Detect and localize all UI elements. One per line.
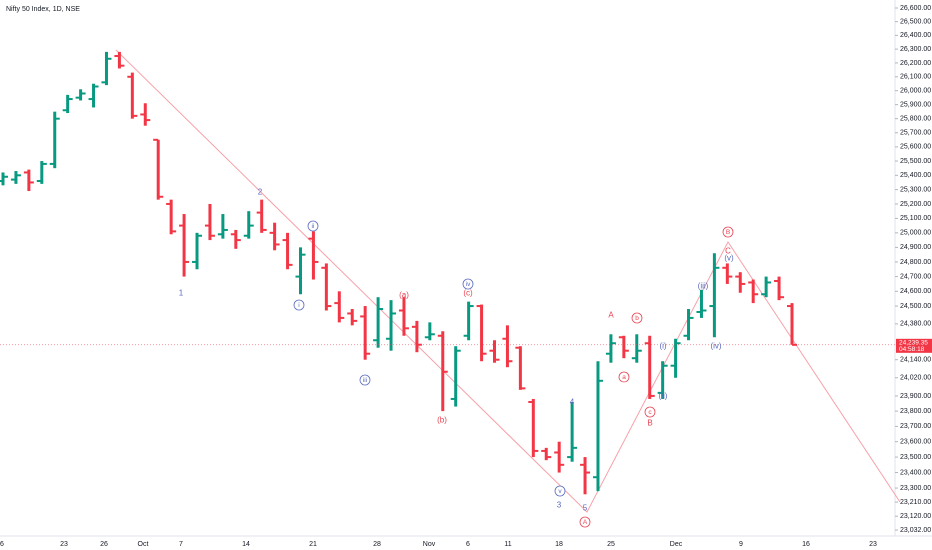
y-tick-label: 23,032.00 <box>900 527 931 534</box>
x-tick-label: 16 <box>802 541 810 548</box>
x-tick-label: 28 <box>373 541 381 548</box>
x-tick-label: 21 <box>309 541 317 548</box>
y-tick-label: 23,900.00 <box>900 393 931 400</box>
y-tick-label: 25,400.00 <box>900 172 931 179</box>
annotation-circle <box>644 406 656 418</box>
countdown: 04:58:18 <box>899 346 925 353</box>
annotation: 2 <box>258 188 263 197</box>
y-tick-label: 25,800.00 <box>900 116 931 123</box>
x-tick-label: Oct <box>138 541 149 548</box>
annotation: v <box>558 488 562 495</box>
x-tick-label: Nov <box>423 541 436 548</box>
y-tick-label: 25,900.00 <box>900 101 931 108</box>
annotation: C <box>725 247 731 256</box>
y-tick-label: 26,600.00 <box>900 5 931 12</box>
annotation: iv <box>466 281 471 288</box>
annotation: 1 <box>179 289 184 298</box>
annotation-circle <box>579 516 591 528</box>
y-tick-label: 25,700.00 <box>900 130 931 137</box>
y-tick-label: 24,700.00 <box>900 273 931 280</box>
y-tick-label: 25,000.00 <box>900 230 931 237</box>
y-tick-label: 25,300.00 <box>900 186 931 193</box>
annotation-circle <box>554 485 566 497</box>
price-label: 24,239.35 <box>899 340 928 347</box>
annotation-circle <box>722 226 734 238</box>
annotation: (iii) <box>698 282 709 291</box>
x-tick-label: 23 <box>60 541 68 548</box>
annotation-circle <box>618 371 630 383</box>
y-tick-label: 23,400.00 <box>900 469 931 476</box>
y-tick-label: 25,100.00 <box>900 215 931 222</box>
annotation: A <box>608 311 614 320</box>
annotation-circle <box>631 312 643 324</box>
annotation: B <box>726 229 730 236</box>
y-tick-label: 24,600.00 <box>900 288 931 295</box>
annotation: (i) <box>659 342 666 351</box>
y-tick-label: 26,200.00 <box>900 60 931 67</box>
wave-line <box>115 49 901 513</box>
y-tick-label: 24,900.00 <box>900 244 931 251</box>
annotation: (v) <box>724 254 734 263</box>
annotation: 3 <box>557 501 562 510</box>
y-tick-label: 23,210.00 <box>900 499 931 506</box>
x-tick-label: 25 <box>607 541 615 548</box>
x-tick-label: 18 <box>555 541 563 548</box>
x-tick-label: 6 <box>466 541 470 548</box>
annotation-circle <box>307 220 319 232</box>
annotation-circle <box>462 278 474 290</box>
chart-title: Nifty 50 Index, 1D, NSE <box>6 6 80 13</box>
annotation: ii <box>312 223 315 230</box>
x-tick-label: 7 <box>179 541 183 548</box>
y-tick-label: 25,600.00 <box>900 144 931 151</box>
y-tick-label: 26,400.00 <box>900 32 931 39</box>
y-tick-label: 24,140.00 <box>900 357 931 364</box>
y-tick-label: 24,380.00 <box>900 321 931 328</box>
annotation: (iv) <box>710 342 721 351</box>
y-tick-label: 23,300.00 <box>900 485 931 492</box>
x-tick-label: 23 <box>869 541 877 548</box>
annotation: b <box>635 315 639 322</box>
y-tick-label: 26,300.00 <box>900 46 931 53</box>
annotation: A <box>583 519 588 526</box>
y-tick-label: 24,800.00 <box>900 259 931 266</box>
y-tick-label: 26,000.00 <box>900 88 931 95</box>
y-tick-label: 24,020.00 <box>900 375 931 382</box>
x-tick-label: 26 <box>100 541 108 548</box>
y-tick-label: 24,500.00 <box>900 303 931 310</box>
annotation-circle <box>359 374 371 386</box>
y-tick-label: 26,100.00 <box>900 74 931 81</box>
y-tick-label: 25,500.00 <box>900 158 931 165</box>
y-tick-label: 23,500.00 <box>900 454 931 461</box>
annotation: 5 <box>583 504 588 513</box>
annotation: B <box>647 419 652 428</box>
annotation: (b) <box>437 416 447 425</box>
annotation: i <box>298 302 299 309</box>
annotation: c <box>648 409 652 416</box>
annotation: 4 <box>570 398 575 407</box>
annotation: (a) <box>399 291 409 300</box>
annotation: (ii) <box>659 392 668 401</box>
annotation: iii <box>363 377 367 384</box>
price-tag <box>896 338 932 353</box>
y-tick-label: 23,120.00 <box>900 513 931 520</box>
y-tick-label: 23,600.00 <box>900 439 931 446</box>
y-tick-label: 23,700.00 <box>900 423 931 430</box>
annotation: (c) <box>463 289 473 298</box>
annotation: a <box>622 374 626 381</box>
y-tick-label: 26,500.00 <box>900 18 931 25</box>
x-tick-label: 6 <box>0 541 4 548</box>
x-tick-label: 14 <box>242 541 250 548</box>
x-tick-label: 11 <box>504 541 511 548</box>
y-tick-label: 25,200.00 <box>900 201 931 208</box>
y-tick-label: 23,800.00 <box>900 408 931 415</box>
x-tick-label: 9 <box>739 541 743 548</box>
x-tick-label: Dec <box>670 541 683 548</box>
annotation-circle <box>293 299 305 311</box>
